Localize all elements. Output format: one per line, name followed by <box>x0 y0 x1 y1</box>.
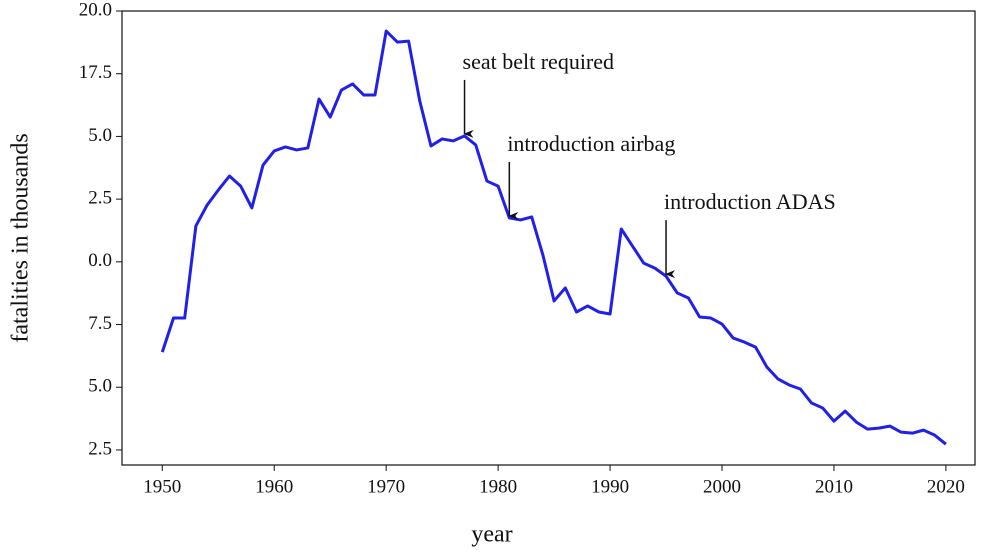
y-tick-label: 2.5 <box>88 187 112 208</box>
annotation-text: introduction ADAS <box>664 189 836 214</box>
annotation-text: introduction airbag <box>507 131 675 156</box>
y-tick-label: 5.0 <box>88 376 112 397</box>
y-tick-label: 17.5 <box>79 62 112 83</box>
data-line <box>160 29 947 446</box>
y-tick-label: 5.0 <box>88 125 112 146</box>
x-tick-label: 2020 <box>927 476 965 497</box>
y-axis-label: fatalities in thousands <box>8 133 34 342</box>
x-tick-label: 1950 <box>143 476 181 497</box>
x-axis-label: year <box>471 522 512 548</box>
x-tick-label: 1990 <box>591 476 629 497</box>
plot-frame <box>121 10 976 466</box>
x-tick-label: 2010 <box>815 476 853 497</box>
y-tick-label: 7.5 <box>88 313 112 334</box>
x-tick-label: 2000 <box>703 476 741 497</box>
x-tick-label: 1980 <box>479 476 517 497</box>
x-tick-label: 1970 <box>367 476 405 497</box>
y-tick-label: 0.0 <box>88 250 112 271</box>
annotation-text: seat belt required <box>463 49 615 74</box>
y-tick-label: 20.0 <box>79 0 112 20</box>
y-tick-label: 2.5 <box>88 438 112 459</box>
x-tick-label: 1960 <box>255 476 293 497</box>
